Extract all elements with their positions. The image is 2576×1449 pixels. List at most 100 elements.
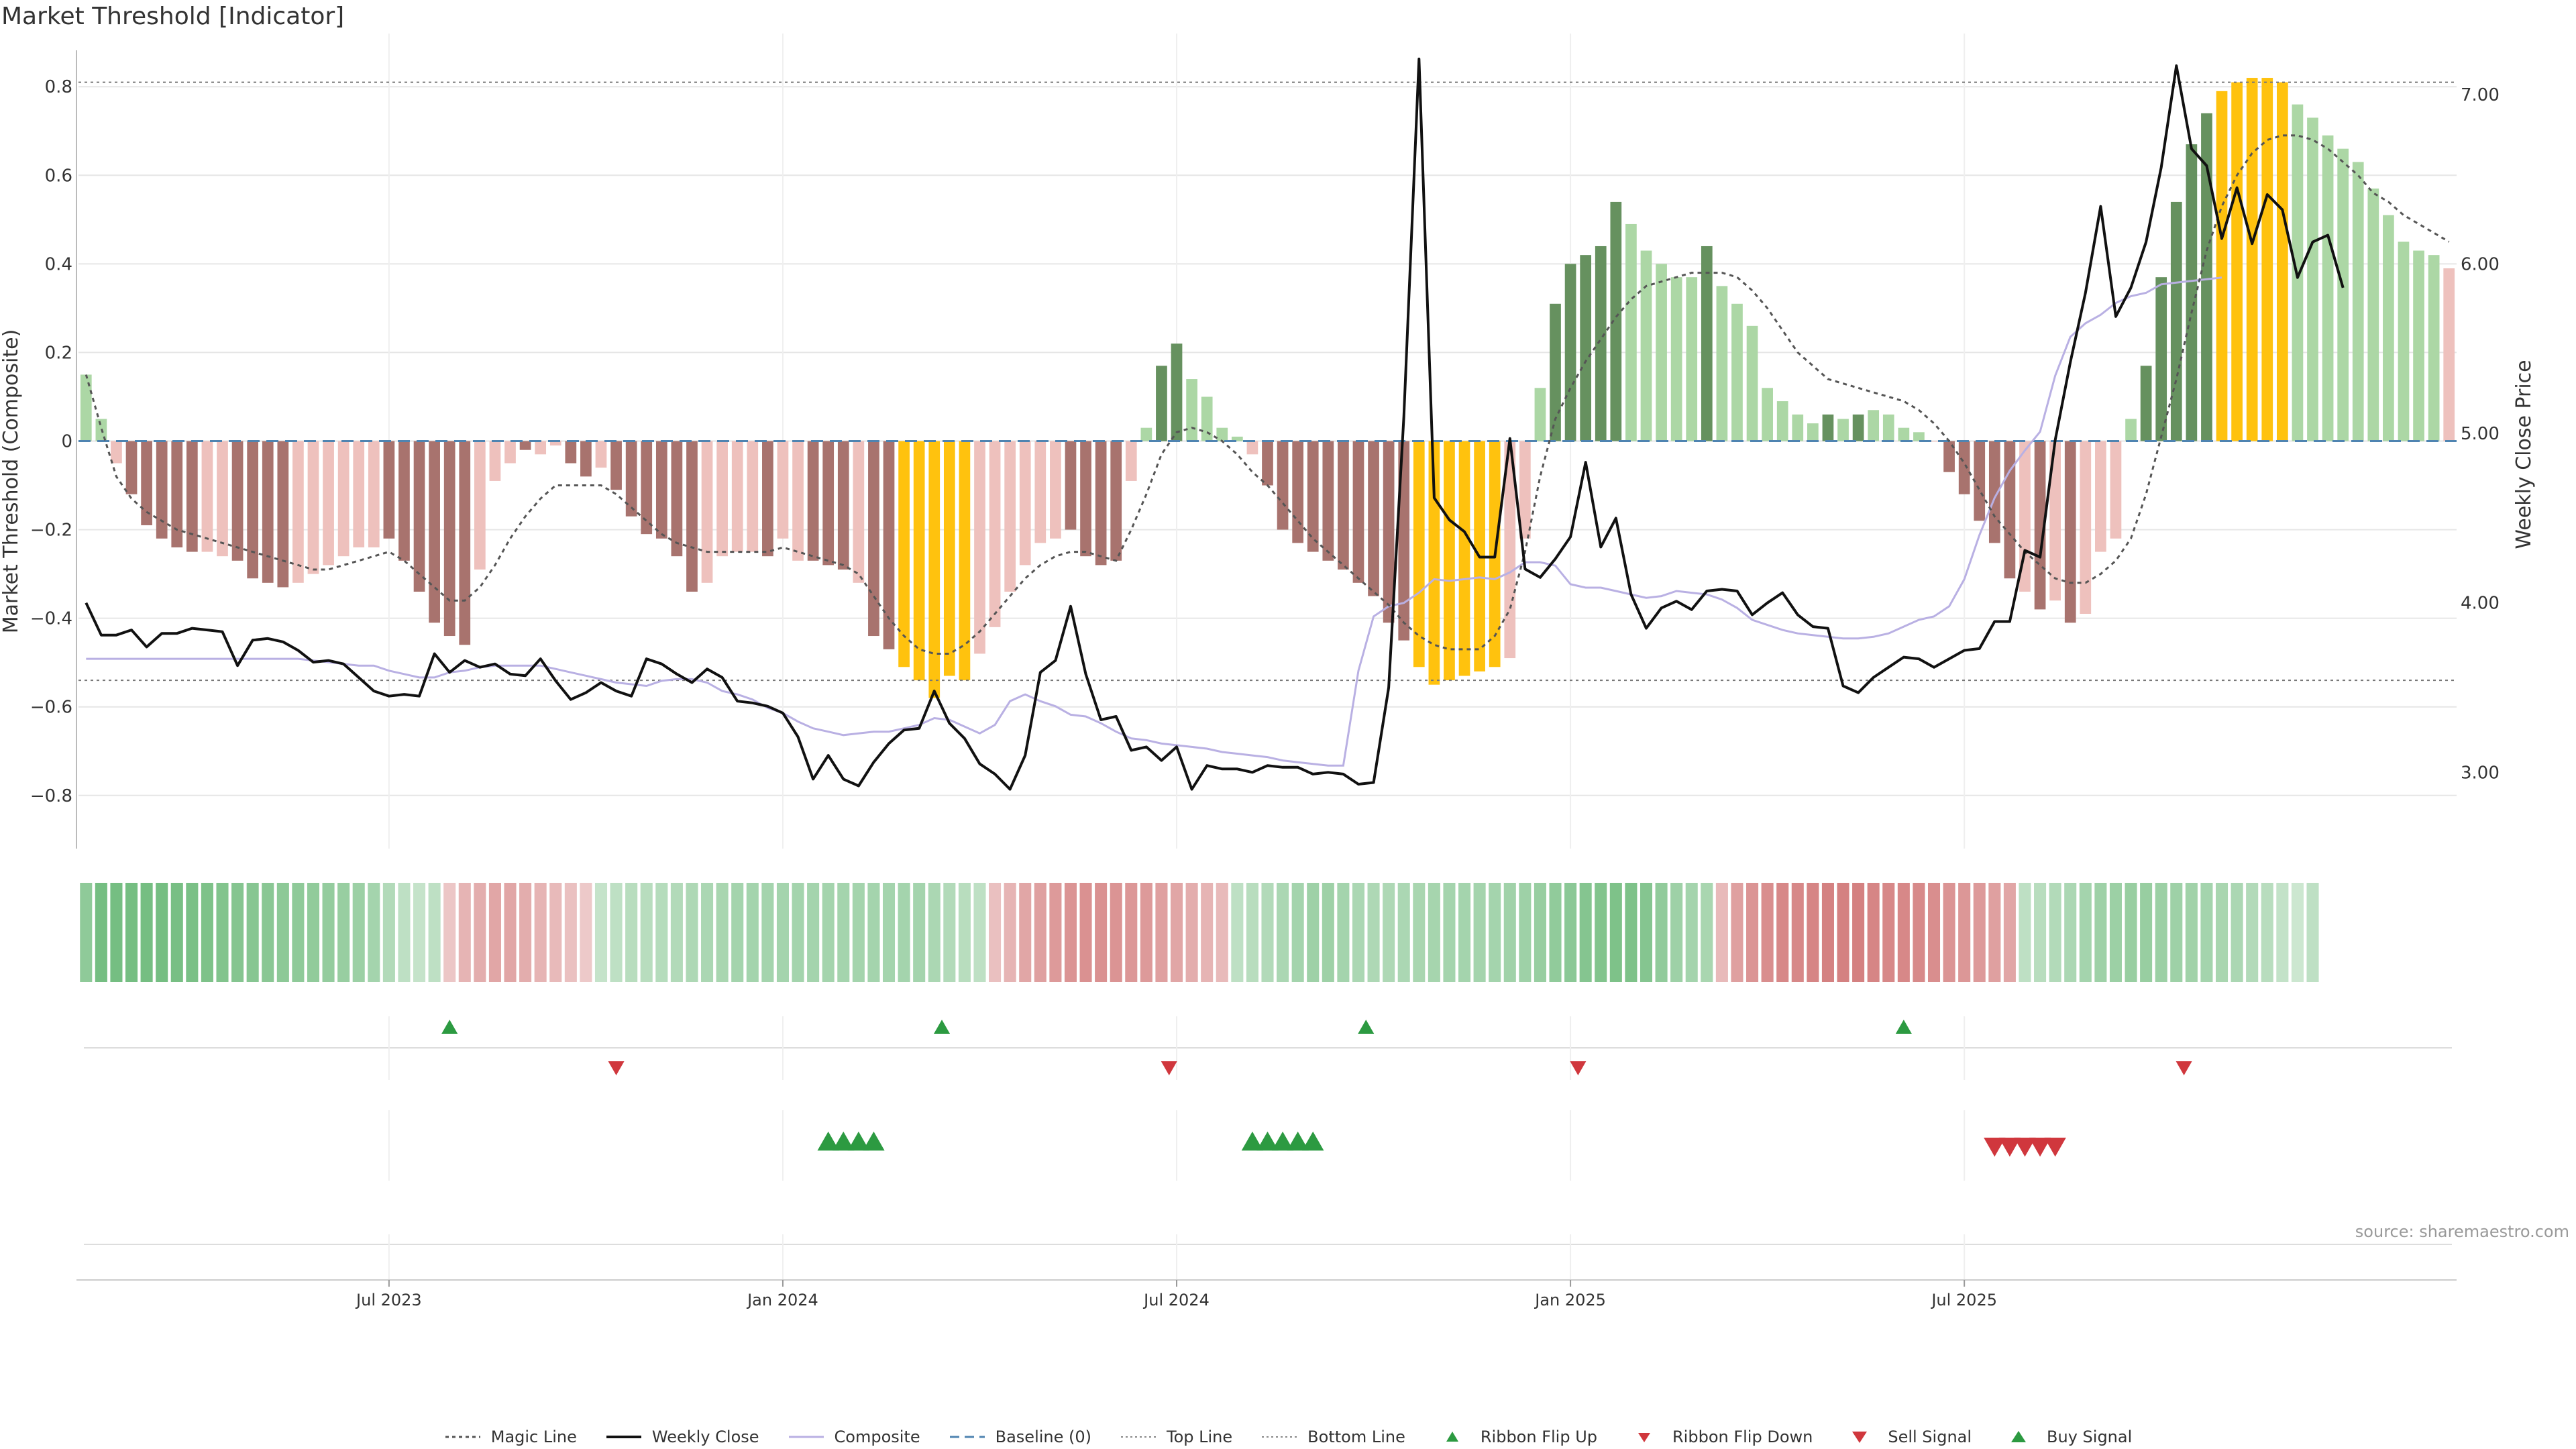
x-tick-label: Jan 2024: [746, 1291, 818, 1309]
ribbon-cell: [398, 883, 411, 982]
composite-bar: [368, 441, 380, 547]
ribbon-cell: [1640, 883, 1653, 982]
ribbon-cell: [2215, 883, 2229, 982]
ribbon-cell: [1458, 883, 1471, 982]
composite-bar: [777, 441, 789, 539]
ribbon-cell: [519, 883, 532, 982]
y2-tick-label: 4.00: [2461, 594, 2500, 614]
ribbon-cell: [458, 883, 471, 982]
ribbon-cell: [2109, 883, 2122, 982]
legend-item: Weekly Close: [605, 1428, 759, 1446]
composite-bar: [1928, 441, 1940, 442]
composite-bar: [701, 441, 713, 583]
composite-bar: [337, 441, 350, 557]
legend-swatch: [1446, 1432, 1458, 1442]
composite-bar: [1822, 414, 1834, 441]
ribbon-cell: [1110, 883, 1122, 982]
composite-bars: [80, 78, 2455, 698]
buy-signal-marker: [1241, 1131, 1264, 1151]
composite-bar: [2125, 419, 2137, 441]
y-tick-label: −0.8: [30, 786, 72, 806]
composite-bar: [2383, 215, 2394, 441]
ribbon-cell: [2079, 883, 2092, 982]
ribbon-flip-up-marker: [441, 1020, 458, 1034]
ribbon-cell: [1064, 883, 1077, 982]
ribbon-cell: [307, 883, 320, 982]
ribbon-cell: [867, 883, 880, 982]
sell-signal-marker: [2029, 1137, 2051, 1157]
composite-bar: [1943, 441, 1955, 472]
legend-item: Magic Line: [444, 1428, 577, 1446]
ribbon-cell: [1201, 883, 1214, 982]
composite-bar: [1716, 286, 1728, 441]
ribbon-cell: [1852, 883, 1865, 982]
ribbon-cell: [1655, 883, 1668, 982]
composite-bar: [2413, 250, 2424, 441]
ribbon-cell: [1776, 883, 1789, 982]
ribbon-cell: [1564, 883, 1577, 982]
composite-bar: [1201, 396, 1213, 441]
ribbon-cell: [2306, 883, 2319, 982]
ribbon-cell: [1307, 883, 1320, 982]
y2-tick-label: 6.00: [2461, 255, 2500, 275]
composite-bar: [655, 441, 667, 539]
composite-bar: [2155, 277, 2167, 441]
ribbon-cell: [1170, 883, 1183, 982]
ribbon-cell: [1973, 883, 1986, 982]
composite-bar: [868, 441, 879, 637]
composite-bar: [1186, 379, 1197, 441]
composite-bar: [822, 441, 835, 566]
ribbon-cell: [580, 883, 592, 982]
composite-bar: [610, 441, 622, 490]
composite-bar: [353, 441, 365, 547]
composite-bar: [1776, 401, 1788, 441]
ribbon-cell: [488, 883, 501, 982]
ribbon-cell: [2291, 883, 2304, 982]
composite-bar: [2246, 78, 2258, 441]
buy-signal-marker: [863, 1131, 885, 1151]
ribbon-cell: [80, 883, 93, 982]
ribbon-cell: [1549, 883, 1562, 982]
composite-bar: [1731, 303, 1743, 441]
ribbon-cell: [2064, 883, 2077, 982]
ribbon-cell: [1443, 883, 1456, 982]
composite-bar: [1171, 343, 1183, 441]
composite-bar: [1610, 201, 1622, 441]
ribbon-cell: [2034, 883, 2047, 982]
composite-bar: [292, 441, 304, 583]
ribbon-cell: [2185, 883, 2198, 982]
composite-bar: [1125, 441, 1137, 481]
ribbon-cell: [1277, 883, 1289, 982]
ribbon-cell: [640, 883, 653, 982]
ribbon-cell: [2246, 883, 2259, 982]
composite-bar: [429, 441, 440, 623]
ribbon-cell: [761, 883, 774, 982]
composite-bar: [186, 441, 198, 552]
ribbon-cell: [2140, 883, 2153, 982]
ribbon-cell: [1489, 883, 1501, 982]
ribbon-cell: [1291, 883, 1304, 982]
ribbon-cell: [1413, 883, 1426, 982]
composite-bar: [1156, 366, 1167, 441]
composite-bar: [2276, 82, 2288, 441]
y-tick-label: 0: [61, 432, 72, 452]
composite-bar: [489, 441, 501, 481]
ribbon-cell: [1534, 883, 1546, 982]
legend-swatch: [606, 1436, 641, 1438]
ribbon-cell: [594, 883, 608, 982]
ribbon-cell: [156, 883, 168, 982]
composite-bar: [2231, 82, 2243, 441]
legend-swatch: [1262, 1436, 1297, 1438]
ribbon-cell: [216, 883, 229, 982]
ribbon-cell: [2155, 883, 2167, 982]
composite-bar: [716, 441, 728, 557]
composite-bar: [1958, 441, 1970, 494]
ribbon-cell: [1503, 883, 1516, 982]
ribbon-cell: [837, 883, 850, 982]
ribbon-cell: [1791, 883, 1804, 982]
ribbon-cell: [882, 883, 896, 982]
ribbon-cell: [125, 883, 138, 982]
ribbon-cell: [1761, 883, 1774, 982]
composite-bar: [1913, 432, 1925, 441]
legend-swatch: [1638, 1433, 1650, 1442]
